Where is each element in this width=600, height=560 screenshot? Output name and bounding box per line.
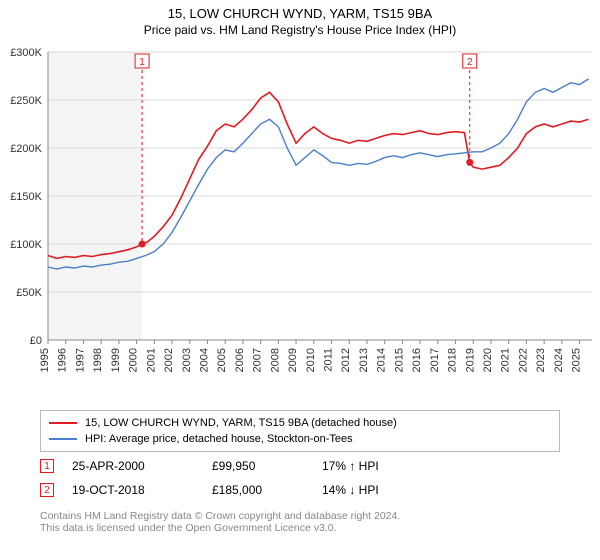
svg-text:£200K: £200K [10, 143, 42, 155]
event-date: 25-APR-2000 [72, 459, 212, 473]
svg-text:2014: 2014 [376, 348, 388, 372]
svg-text:2017: 2017 [429, 348, 441, 372]
legend-label: HPI: Average price, detached house, Stoc… [85, 433, 353, 445]
svg-text:2021: 2021 [500, 348, 512, 372]
svg-text:2018: 2018 [447, 348, 459, 372]
event-pct: 14% ↓ HPI [322, 483, 432, 497]
svg-text:2009: 2009 [287, 348, 299, 372]
event-marker-icon: 2 [40, 483, 54, 497]
event-price: £99,950 [212, 459, 322, 473]
svg-text:2001: 2001 [145, 348, 157, 372]
svg-text:1: 1 [139, 57, 145, 68]
svg-text:1999: 1999 [110, 348, 122, 372]
svg-text:2025: 2025 [571, 348, 583, 372]
event-pct: 17% ↑ HPI [322, 459, 432, 473]
svg-text:2024: 2024 [553, 348, 565, 372]
footer-line-2: This data is licensed under the Open Gov… [40, 522, 400, 534]
svg-text:2003: 2003 [181, 348, 193, 372]
chart-title: 15, LOW CHURCH WYND, YARM, TS15 9BA [0, 0, 600, 21]
svg-text:2023: 2023 [535, 348, 547, 372]
svg-text:2011: 2011 [323, 348, 335, 372]
svg-text:2012: 2012 [340, 348, 352, 372]
svg-text:2015: 2015 [393, 348, 405, 372]
svg-text:2013: 2013 [358, 348, 370, 372]
footer-line-1: Contains HM Land Registry data © Crown c… [40, 510, 400, 522]
svg-text:2008: 2008 [269, 348, 281, 372]
event-row: 2 19-OCT-2018£185,00014% ↓ HPI [40, 478, 432, 502]
legend-swatch [49, 438, 77, 440]
event-price: £185,000 [212, 483, 322, 497]
chart-area: £0 £50K £100K £150K £200K £250K £300K 1995 1996 1… [0, 44, 600, 404]
line-chart-svg: £0 £50K £100K £150K £200K £250K £300K 1995 1996 1… [0, 44, 600, 404]
svg-text:£100K: £100K [10, 239, 42, 251]
legend-row: HPI: Average price, detached house, Stoc… [49, 431, 551, 447]
svg-text:1998: 1998 [92, 348, 104, 372]
legend: 15, LOW CHURCH WYND, YARM, TS15 9BA (det… [40, 410, 560, 452]
svg-text:2007: 2007 [252, 348, 264, 372]
svg-text:2022: 2022 [517, 348, 529, 372]
svg-text:2004: 2004 [198, 348, 210, 372]
svg-text:2020: 2020 [482, 348, 494, 372]
event-row: 1 25-APR-2000£99,95017% ↑ HPI [40, 454, 432, 478]
svg-text:2010: 2010 [305, 348, 317, 372]
footer-attribution: Contains HM Land Registry data © Crown c… [40, 510, 400, 534]
event-table: 1 25-APR-2000£99,95017% ↑ HPI 2 19-OCT-2018… [40, 454, 432, 502]
svg-text:£250K: £250K [10, 95, 42, 107]
svg-text:2002: 2002 [163, 348, 175, 372]
svg-text:2005: 2005 [216, 348, 228, 372]
svg-text:2016: 2016 [411, 348, 423, 372]
event-marker-icon: 1 [40, 459, 54, 473]
legend-swatch [49, 422, 77, 424]
legend-label: 15, LOW CHURCH WYND, YARM, TS15 9BA (det… [85, 417, 397, 429]
event-date: 19-OCT-2018 [72, 483, 212, 497]
svg-text:2: 2 [467, 57, 473, 68]
chart-subtitle: Price paid vs. HM Land Registry's House … [0, 21, 600, 37]
svg-text:1996: 1996 [57, 348, 69, 372]
svg-text:1997: 1997 [74, 348, 86, 372]
svg-text:£0: £0 [30, 335, 42, 347]
svg-text:£300K: £300K [10, 47, 42, 59]
svg-text:2006: 2006 [234, 348, 246, 372]
legend-row: 15, LOW CHURCH WYND, YARM, TS15 9BA (det… [49, 415, 551, 431]
svg-text:£150K: £150K [10, 191, 42, 203]
svg-text:1995: 1995 [39, 348, 51, 372]
svg-text:2000: 2000 [128, 348, 140, 372]
svg-text:£50K: £50K [16, 287, 42, 299]
svg-text:2019: 2019 [464, 348, 476, 372]
